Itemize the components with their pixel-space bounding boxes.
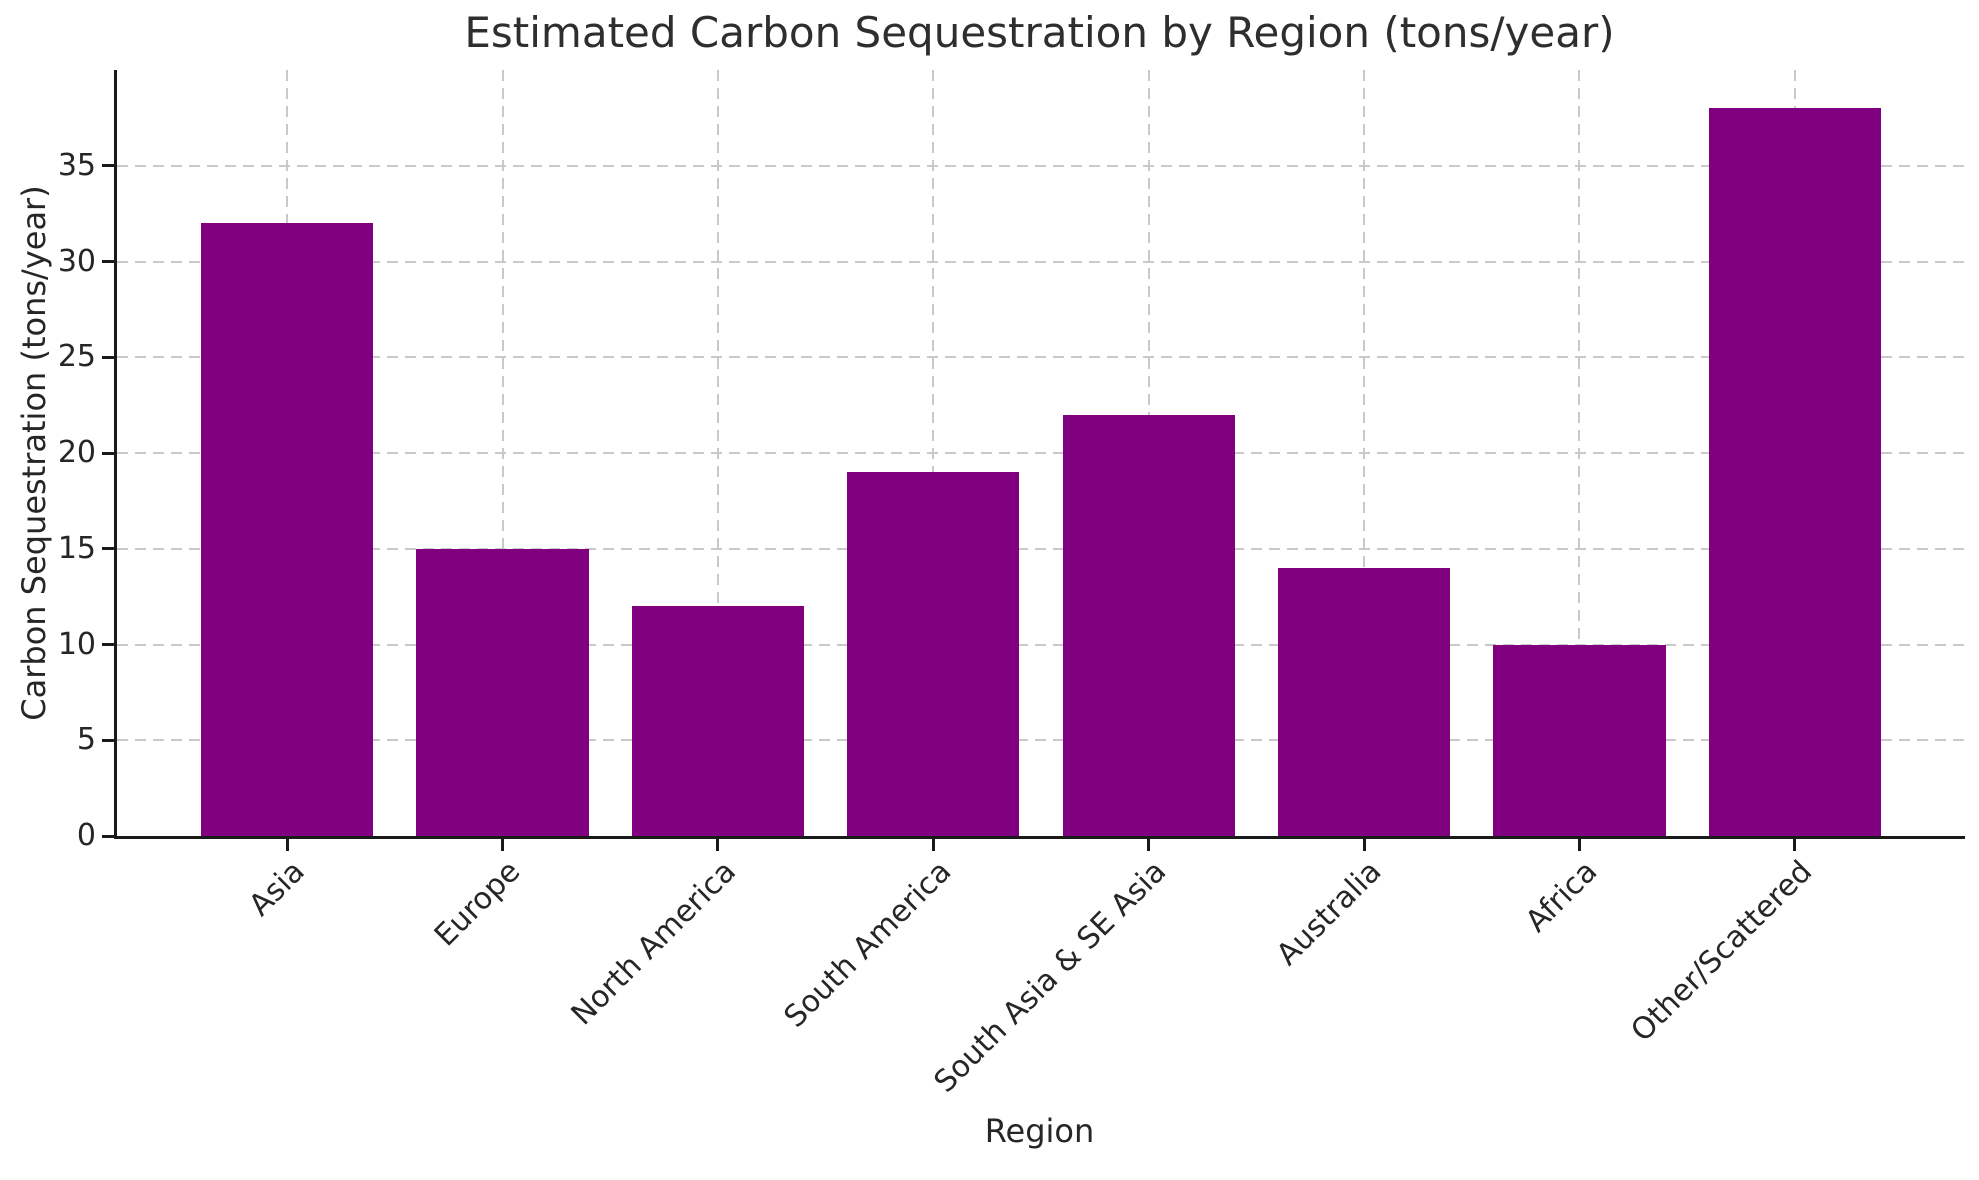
y-tick-mark: [102, 643, 114, 646]
x-axis-label: Region: [984, 1112, 1095, 1150]
x-tick-label: Asia: [242, 854, 312, 924]
plot-area: 0 5 10 15 20 25 30 35 Asia Europe North America Sou…: [58, 70, 1965, 1100]
x-tick-mark: [1577, 839, 1581, 851]
x-gridline: [716, 70, 719, 836]
y-gridline: [117, 739, 1965, 742]
x-gridline: [932, 70, 935, 836]
x-tick-mark: [931, 839, 935, 851]
x-tick-mark: [1793, 839, 1797, 851]
y-tick-mark: [102, 547, 114, 551]
y-gridline: [117, 452, 1965, 454]
y-tick-mark: [102, 738, 114, 742]
y-tick-label: 5: [76, 722, 96, 758]
y-tick-label: 10: [57, 626, 96, 662]
x-tick-mark: [285, 839, 289, 851]
bar-australia: [1277, 567, 1451, 836]
y-axis-label: Carbon Sequestration (tons/year): [15, 185, 53, 721]
y-gridline: [117, 260, 1965, 263]
y-tick-label: 15: [57, 530, 96, 566]
bar-africa: [1493, 644, 1666, 836]
y-tick-mark: [102, 451, 114, 455]
x-tick-label: Europe: [427, 854, 528, 954]
bar-other-scattered: [1708, 108, 1881, 836]
x-tick-label: North America: [564, 854, 743, 1033]
bar-asia: [201, 223, 374, 836]
x-tick-mark: [1362, 839, 1366, 851]
x-tick-label: South America: [777, 854, 959, 1035]
bar-europe: [416, 548, 589, 836]
y-gridline: [117, 643, 1965, 646]
x-tick-mark: [501, 839, 505, 851]
y-tick-mark: [102, 834, 114, 838]
x-tick-mark: [716, 839, 720, 851]
bar-south-asia-se-asia: [1062, 414, 1235, 836]
y-tick-label: 20: [57, 435, 96, 470]
y-gridline: [117, 547, 1965, 550]
y-tick-label: 25: [57, 339, 96, 375]
y-gridline: [117, 164, 1965, 167]
y-tick-mark: [102, 355, 114, 359]
x-tick-label: Africa: [1518, 854, 1605, 940]
x-tick-mark: [1147, 839, 1151, 851]
x-tick-label: Australia: [1270, 854, 1389, 973]
x-tick-label: South Asia & SE Asia: [927, 854, 1174, 1100]
x-tick-label: Other/Scattered: [1624, 854, 1820, 1049]
bar-north-america: [631, 606, 805, 836]
y-tick-mark: [102, 260, 114, 263]
y-tick-label: 0: [76, 818, 96, 853]
y-tick-label: 35: [57, 147, 96, 183]
y-gridline: [117, 356, 1965, 359]
x-gridline: [1578, 70, 1581, 836]
y-tick-label: 30: [57, 243, 96, 279]
y-tick-mark: [102, 164, 114, 168]
x-gridline: [1363, 70, 1366, 836]
x-gridline: [501, 70, 504, 836]
bar-south-america: [847, 472, 1020, 836]
chart-title: Estimated Carbon Sequestration by Region…: [464, 8, 1615, 57]
